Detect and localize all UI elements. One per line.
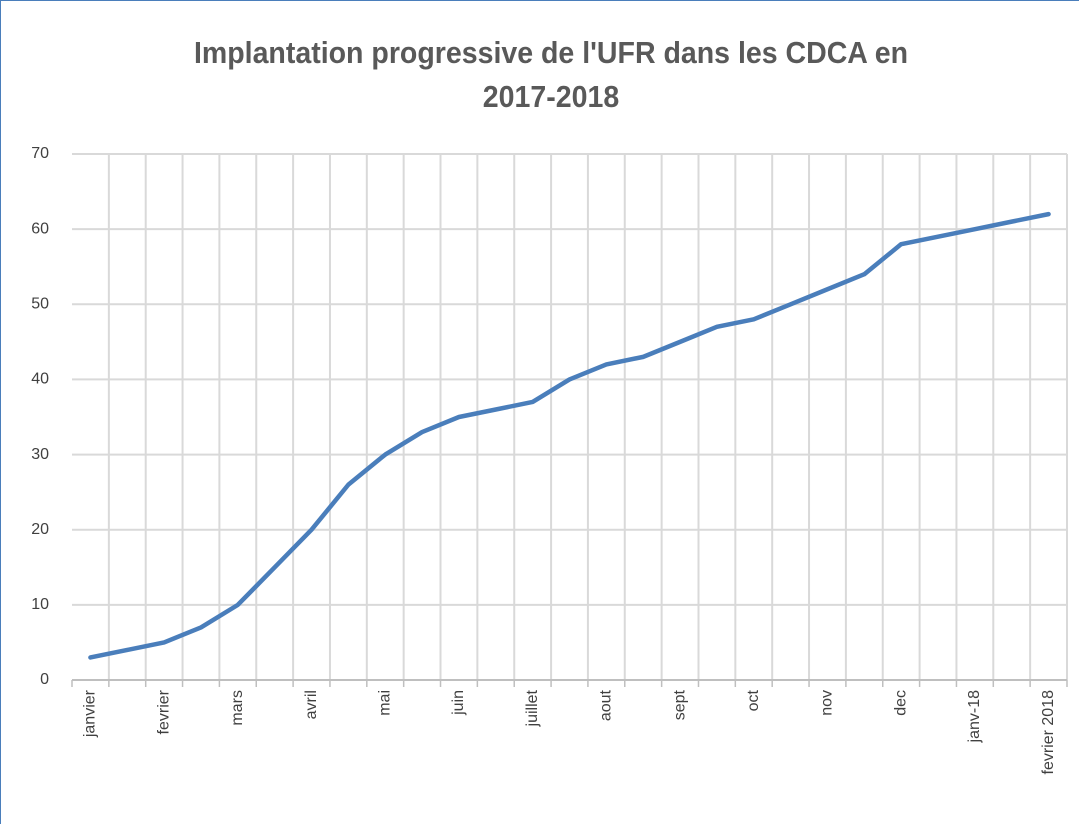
x-tick-label: mai — [376, 690, 393, 716]
x-tick-label: juillet — [524, 689, 541, 727]
x-tick-label: dec — [892, 690, 909, 716]
x-tick-label: fevrier — [155, 689, 172, 734]
x-tick-label: nov — [819, 690, 836, 716]
x-tick-label: janv-18 — [966, 690, 983, 744]
y-tick-label: 10 — [31, 596, 49, 613]
chart-title: Implantation progressive de l'UFR dans l… — [193, 35, 909, 114]
y-tick-label: 50 — [31, 296, 49, 313]
x-tick-label: juin — [450, 690, 467, 716]
x-tick-label: avril — [303, 690, 320, 719]
y-tick-label: 40 — [31, 371, 49, 388]
x-tick-label: aout — [598, 689, 615, 721]
x-tick-label: oct — [745, 689, 762, 711]
x-tick-label: fevrier 2018 — [1040, 690, 1057, 775]
line-series — [88, 211, 1051, 660]
x-tick-label: mars — [229, 690, 246, 726]
y-tick-label: 0 — [40, 671, 49, 688]
y-tick-label: 60 — [31, 220, 49, 237]
y-tick-label: 70 — [31, 145, 49, 162]
y-tick-label: 20 — [31, 521, 49, 538]
x-tick-label: janvier — [82, 689, 99, 738]
y-tick-label: 30 — [31, 446, 49, 463]
x-tick-label: sept — [671, 689, 688, 720]
